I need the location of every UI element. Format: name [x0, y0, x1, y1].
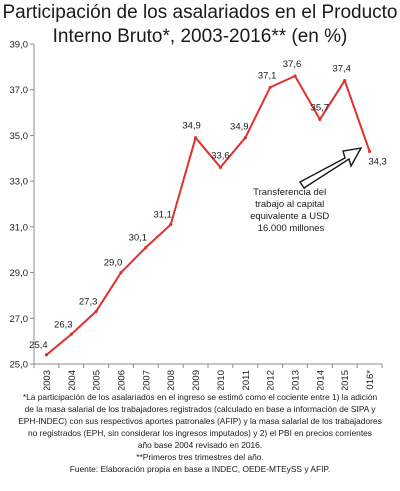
x-tick-label: 2014	[315, 370, 326, 390]
data-label: 26,3	[54, 319, 73, 330]
x-tick-label: 2015	[340, 370, 351, 390]
y-tick-label: 25,0	[10, 360, 29, 371]
y-tick-label: 39,0	[10, 40, 29, 51]
data-label: 27,3	[79, 296, 98, 307]
y-tick-label: 35,0	[10, 131, 29, 142]
footnote-line: **Primeros tres trimestres del año.	[136, 452, 264, 462]
data-point	[119, 270, 123, 275]
data-label: 35,7	[311, 102, 330, 113]
data-point	[243, 136, 247, 140]
x-axis-ticks: 2003 2004 2005 2006 2007 2008 2009 2010 2011 2012…	[33, 364, 383, 390]
footnote-line: no registrados (EPH, sin considerar los …	[28, 428, 372, 438]
x-tick-label: 2005	[92, 370, 103, 390]
footnote-line: *La participación de los asalariados en …	[22, 392, 378, 402]
series-line	[44, 74, 372, 357]
line-chart: 25,027,029,031,033,035,037,039,0 2003 200…	[10, 40, 387, 391]
x-tick-label: 2004	[67, 370, 78, 390]
data-label: 37,1	[258, 70, 277, 81]
x-tick-label: 2016*	[365, 370, 376, 390]
data-point	[144, 245, 148, 250]
data-label: 25,4	[29, 340, 48, 351]
annotation-text: Transferencia del trabajo al capital equ…	[250, 187, 332, 234]
data-point	[44, 353, 49, 357]
annotation-line-1: Transferencia del	[253, 187, 326, 198]
data-point	[69, 332, 73, 336]
y-tick-label: 31,0	[10, 222, 29, 233]
footnote-line: de la masa salarial de los trabajadores …	[24, 404, 376, 414]
x-tick-label: 2006	[117, 370, 128, 390]
y-axis-ticks: 25,0 27,0 29,0 31,0 33,0 35,0 37,0 39,0	[10, 40, 34, 371]
footnote-line: año base 2004 revisado en 2016.	[137, 440, 263, 450]
source-line: Fuente: Elaboración propia en base a IND…	[69, 464, 331, 474]
y-tick-label: 37,0	[10, 85, 29, 96]
data-label: 34,9	[182, 121, 201, 132]
data-label: 34,9	[230, 122, 249, 133]
data-labels: 25,4 26,3 27,3 29,0 30,1 31,1 34,9 33,6 34,9 37,1…	[29, 59, 387, 351]
data-point	[343, 78, 347, 83]
data-point	[193, 136, 198, 140]
x-tick-label: 2007	[141, 370, 152, 390]
x-tick-label: 2011	[241, 370, 252, 390]
y-tick-label: 33,0	[10, 177, 29, 188]
annotation-line-2: trabajo al capital	[255, 199, 324, 210]
x-tick-label: 2013	[291, 370, 302, 390]
y-tick-label: 27,0	[10, 314, 29, 325]
y-tick-label: 29,0	[10, 268, 29, 279]
data-point	[268, 85, 272, 90]
axes	[33, 44, 382, 365]
data-point	[293, 74, 297, 78]
x-tick-label: 2003	[42, 370, 53, 390]
data-point	[318, 117, 322, 122]
annotation: Transferencia del trabajo al capital equ…	[250, 147, 363, 234]
x-tick-label: 2012	[266, 370, 277, 390]
annotation-line-3: equivalente a USD	[250, 211, 329, 222]
data-point	[367, 149, 372, 154]
chart-title-line-1: Participación de los asalariados en el P…	[2, 2, 398, 23]
data-label: 34,3	[368, 156, 387, 167]
data-label: 37,6	[283, 59, 302, 70]
data-label: 33,6	[211, 150, 230, 161]
data-label: 29,0	[104, 258, 123, 269]
data-label: 31,1	[153, 210, 172, 221]
data-point	[94, 309, 98, 314]
x-tick-label: 2009	[191, 370, 202, 390]
x-tick-label: 2010	[216, 370, 227, 390]
data-point	[169, 222, 173, 227]
annotation-arrow	[298, 147, 363, 189]
x-tick-label: 2008	[166, 370, 177, 390]
footnote-line: EPH-INDEC) con sus respectivos aportes p…	[18, 416, 382, 426]
annotation-line-4: 16.000 millones	[258, 223, 325, 234]
data-label: 30,1	[129, 232, 148, 243]
chart-title: Participación de los asalariados en el P…	[0, 1, 400, 49]
data-point	[218, 165, 223, 170]
data-label: 37,4	[332, 64, 351, 75]
footnotes: *La participación de los asalariados en …	[4, 391, 396, 475]
chart-title-line-2: Interno Bruto*, 2003-2016** (en %)	[52, 26, 348, 47]
series-polyline	[45, 75, 371, 356]
